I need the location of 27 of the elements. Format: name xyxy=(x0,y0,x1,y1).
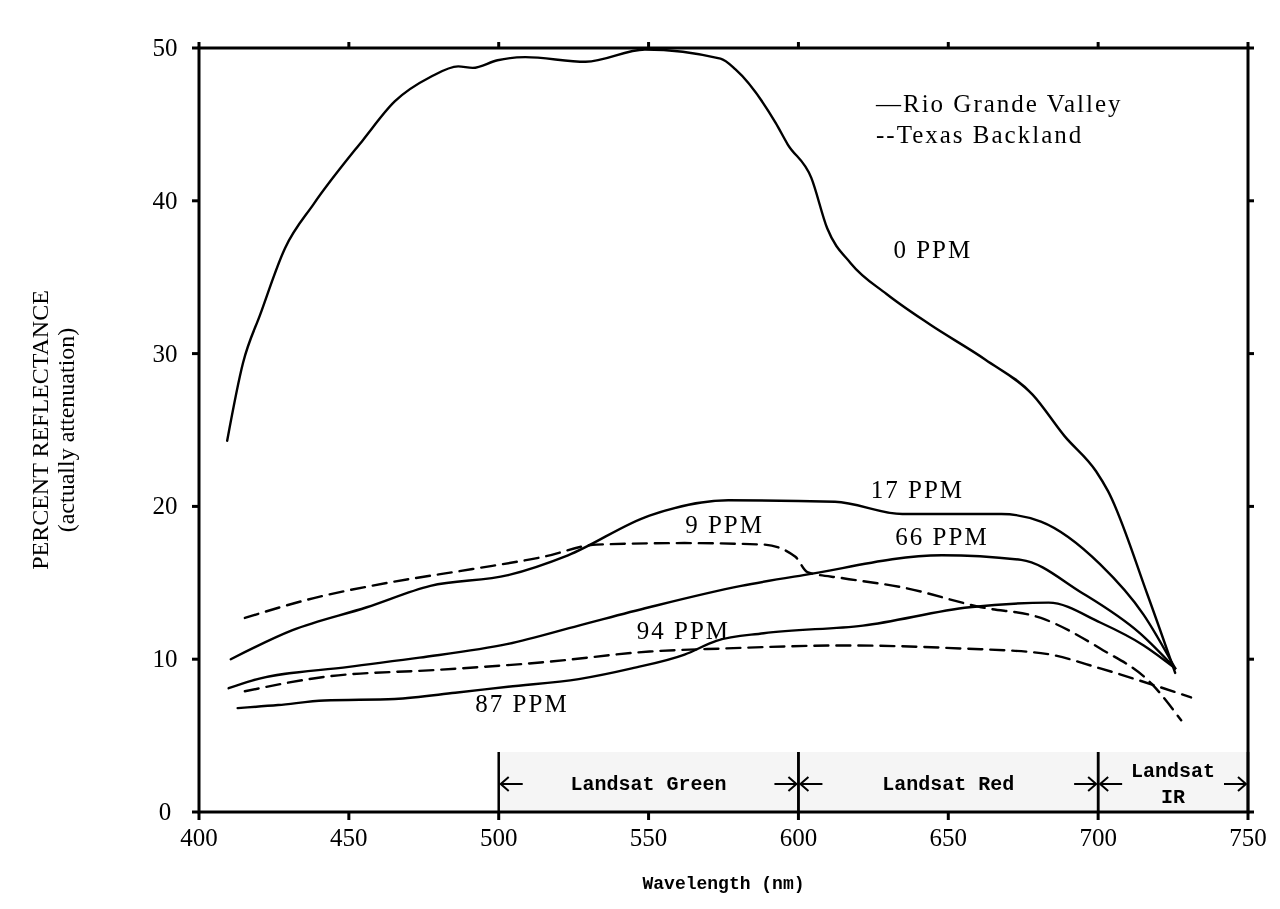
x-tick-label: 600 xyxy=(779,824,818,851)
x-tick-label: 750 xyxy=(1229,824,1267,851)
x-tick-label: 650 xyxy=(929,824,968,851)
x-tick-label: 500 xyxy=(479,824,518,851)
series-label: 17 PPM xyxy=(870,476,965,504)
y-axis-title: PERCENT REFLECTANCE (actually attenuation) xyxy=(27,290,79,570)
x-tick-label: 400 xyxy=(180,824,218,851)
y-tick-label: 20 xyxy=(152,492,178,520)
y-tick-label: 0 xyxy=(158,798,172,825)
annotation: —Rio Grande Valley xyxy=(875,90,1123,117)
y-tick-label: 10 xyxy=(152,645,178,673)
band-label: Landsat IR xyxy=(1131,760,1216,809)
x-tick-label: 700 xyxy=(1079,824,1117,851)
series-label: 66 PPM xyxy=(895,523,989,551)
y-tick-label: 50 xyxy=(152,34,178,61)
x-tick-label: 450 xyxy=(330,824,368,851)
x-tick-label: 550 xyxy=(629,824,668,851)
series-label: 87 PPM xyxy=(475,689,569,717)
series-label: 9 PPM xyxy=(685,511,764,539)
y-tick-label: 40 xyxy=(152,186,178,214)
annotation: --Texas Backland xyxy=(876,121,1084,148)
y-tick-label: 30 xyxy=(152,339,178,367)
band-label: Landsat Green xyxy=(570,773,727,796)
series-label: 94 PPM xyxy=(636,616,731,644)
series-label: 0 PPM xyxy=(893,236,973,264)
band-label: Landsat Red xyxy=(882,773,1015,796)
x-axis-title: Wavelength (nm) xyxy=(642,874,805,894)
